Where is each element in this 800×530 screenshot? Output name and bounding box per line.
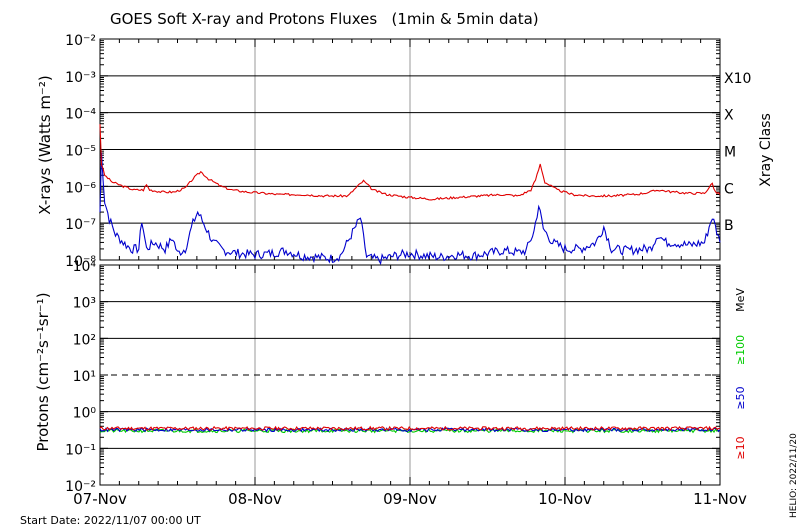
plot-frame (99, 264, 721, 486)
y-tick-label: 10¹ (73, 369, 96, 385)
proton-axis-label: Protons (cm⁻²s⁻¹sr⁻¹) (34, 292, 52, 451)
y-tick-label: 10⁻² (65, 33, 96, 49)
xray-class-marker: B (724, 218, 734, 234)
y-tick-label: 10⁻³ (65, 70, 96, 86)
xray-class-marker: C (724, 181, 734, 197)
y-tick-label: 10⁻⁴ (65, 107, 96, 123)
plot-frame (99, 38, 721, 261)
xray-class-marker: X10 (724, 71, 751, 87)
xray-class-marker: M (724, 145, 736, 161)
x-tick-label: 10-Nov (538, 490, 592, 508)
y-tick-label: 10⁻² (65, 479, 96, 495)
y-tick-label: 10³ (73, 296, 96, 312)
y-tick-label: 10⁻⁸ (65, 254, 96, 270)
xray-panel: 10⁻⁸ 10⁻⁷ 10⁻⁶ 10⁻⁵ 10⁻⁴ 10⁻³ 10⁻² X10 X M C B (65, 33, 751, 270)
energy-legend-label: ≥10 (734, 436, 747, 459)
credit-label: HELIO: 2022/11/20 (789, 433, 799, 518)
start-date-label: Start Date: 2022/11/07 00:00 UT (20, 514, 201, 527)
xray-short-series (99, 152, 721, 266)
y-tick-label: 10⁻⁷ (65, 217, 96, 233)
energy-legend-label: MeV (734, 288, 747, 312)
proton-series (99, 425, 721, 432)
proton-panel: 10⁻² 10⁻¹ 10⁰ 10¹ 10² 10³ 10⁴ 07-Nov 08-Nov 09-No… (65, 259, 747, 508)
y-tick-label: 10⁻⁶ (65, 180, 96, 196)
energy-legend-label: ≥50 (734, 386, 747, 409)
xray-class-label: Xray Class (758, 113, 774, 187)
x-tick-label: 11-Nov (693, 490, 747, 508)
xray-axis-label: X-rays (Watts m⁻²) (36, 75, 54, 214)
xray-class-marker: X (724, 108, 734, 124)
x-tick-label: 09-Nov (383, 490, 437, 508)
proton-series (99, 427, 721, 433)
energy-legend-label: ≥100 (734, 335, 747, 365)
y-tick-label: 10⁻¹ (65, 442, 96, 458)
y-tick-label: 10⁴ (73, 259, 97, 275)
x-tick-label: 07-Nov (73, 490, 127, 508)
y-tick-label: 10² (73, 332, 96, 348)
y-tick-label: 10⁰ (73, 406, 97, 422)
xray-long-series (99, 124, 721, 201)
x-tick-label: 08-Nov (228, 490, 282, 508)
y-tick-label: 10⁻⁵ (65, 144, 96, 160)
chart-title: GOES Soft X-ray and Protons Fluxes (1min… (110, 10, 539, 28)
